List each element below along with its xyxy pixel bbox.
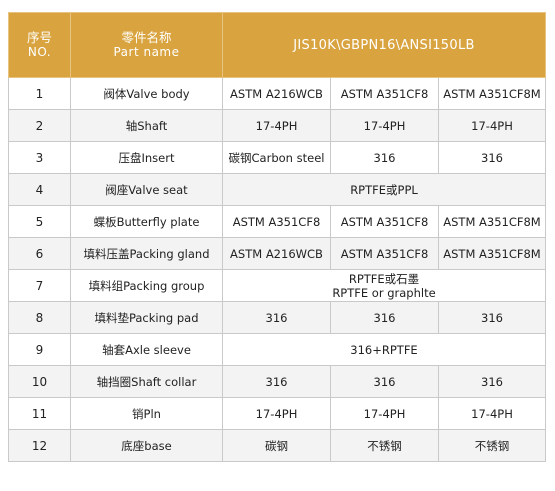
- table-row: 3 压盘Insert 碳钢Carbon steel 316 316: [8, 141, 546, 174]
- row-number: 10: [8, 365, 71, 398]
- material-cell: ASTM A351CF8: [330, 205, 439, 238]
- part-name-cell: 阀座Valve seat: [70, 173, 223, 206]
- material-cell: 不锈钢: [438, 429, 546, 462]
- material-cell: 17-4PH: [330, 109, 439, 142]
- material-cell: 碳钢: [222, 429, 331, 462]
- header-row: 序号 NO. 零件名称 Part name JIS10K\GBPN16\ANSI…: [8, 12, 546, 78]
- row-number: 7: [8, 269, 71, 302]
- materials-table: 序号 NO. 零件名称 Part name JIS10K\GBPN16\ANSI…: [8, 12, 546, 462]
- table-row: 8 填料垫Packing pad 316 316 316: [8, 301, 546, 334]
- material-line-en: RPTFE or graphlte: [332, 285, 436, 300]
- material-cell: ASTM A351CF8M: [438, 237, 546, 270]
- material-cell: 316: [438, 365, 546, 398]
- header-no-zh: 序号: [26, 30, 52, 45]
- material-cell: 17-4PH: [222, 397, 331, 430]
- table-row: 7 填料组Packing group RPTFE或石墨 RPTFE or gra…: [8, 269, 546, 302]
- table-row: 11 销Pln 17-4PH 17-4PH 17-4PH: [8, 397, 546, 430]
- table-row: 1 阀体Valve body ASTM A216WCB ASTM A351CF8…: [8, 77, 546, 110]
- material-cell: 316: [438, 141, 546, 174]
- part-name-cell: 销Pln: [70, 397, 223, 430]
- part-name-cell: 底座base: [70, 429, 223, 462]
- table-row: 9 轴套Axle sleeve 316+RPTFE: [8, 333, 546, 366]
- row-number: 9: [8, 333, 71, 366]
- row-number: 6: [8, 237, 71, 270]
- material-cell: ASTM A216WCB: [222, 77, 331, 110]
- material-cell: 17-4PH: [330, 397, 439, 430]
- part-name-cell: 填料组Packing group: [70, 269, 223, 302]
- header-standard: JIS10K\GBPN16\ANSI150LB: [222, 12, 546, 78]
- table-row: 4 阀座Valve seat RPTFE或PPL: [8, 173, 546, 206]
- row-number: 8: [8, 301, 71, 334]
- header-no-en: NO.: [27, 45, 52, 59]
- material-merged-cell: RPTFE或石墨 RPTFE or graphlte: [222, 269, 546, 302]
- material-cell: 316: [330, 301, 439, 334]
- material-cell: ASTM A216WCB: [222, 237, 331, 270]
- part-name-cell: 轴套Axle sleeve: [70, 333, 223, 366]
- material-line-zh: RPTFE或石墨: [348, 271, 420, 286]
- material-cell: ASTM A351CF8M: [438, 77, 546, 110]
- part-name-cell: 轴挡圈Shaft collar: [70, 365, 223, 398]
- part-name-cell: 蝶板Butterfly plate: [70, 205, 223, 238]
- part-name-cell: 压盘Insert: [70, 141, 223, 174]
- material-cell: ASTM A351CF8M: [438, 205, 546, 238]
- material-cell: 17-4PH: [222, 109, 331, 142]
- header-part-name: 零件名称 Part name: [70, 12, 223, 78]
- table-row: 5 蝶板Butterfly plate ASTM A351CF8 ASTM A3…: [8, 205, 546, 238]
- table-row: 12 底座base 碳钢 不锈钢 不锈钢: [8, 429, 546, 462]
- row-number: 11: [8, 397, 71, 430]
- header-no: 序号 NO.: [8, 12, 71, 78]
- row-number: 5: [8, 205, 71, 238]
- material-merged-cell: 316+RPTFE: [222, 333, 546, 366]
- material-cell: 17-4PH: [438, 397, 546, 430]
- row-number: 2: [8, 109, 71, 142]
- header-part-zh: 零件名称: [121, 30, 172, 45]
- material-cell: ASTM A351CF8: [222, 205, 331, 238]
- part-name-cell: 阀体Valve body: [70, 77, 223, 110]
- material-cell: 316: [438, 301, 546, 334]
- part-name-cell: 填料压盖Packing gland: [70, 237, 223, 270]
- header-part-en: Part name: [113, 45, 180, 59]
- material-cell: 316: [222, 301, 331, 334]
- table-row: 2 轴Shaft 17-4PH 17-4PH 17-4PH: [8, 109, 546, 142]
- material-cell: 不锈钢: [330, 429, 439, 462]
- material-cell: ASTM A351CF8: [330, 237, 439, 270]
- material-cell: 316: [330, 365, 439, 398]
- part-name-cell: 轴Shaft: [70, 109, 223, 142]
- table-row: 6 填料压盖Packing gland ASTM A216WCB ASTM A3…: [8, 237, 546, 270]
- material-cell: 17-4PH: [438, 109, 546, 142]
- row-number: 3: [8, 141, 71, 174]
- table-row: 10 轴挡圈Shaft collar 316 316 316: [8, 365, 546, 398]
- row-number: 12: [8, 429, 71, 462]
- material-cell: ASTM A351CF8: [330, 77, 439, 110]
- row-number: 1: [8, 77, 71, 110]
- material-cell: 316: [222, 365, 331, 398]
- part-name-cell: 填料垫Packing pad: [70, 301, 223, 334]
- materials-table-container: 序号 NO. 零件名称 Part name JIS10K\GBPN16\ANSI…: [8, 12, 546, 462]
- material-cell: 316: [330, 141, 439, 174]
- row-number: 4: [8, 173, 71, 206]
- material-merged-cell: RPTFE或PPL: [222, 173, 546, 206]
- material-cell: 碳钢Carbon steel: [222, 141, 331, 174]
